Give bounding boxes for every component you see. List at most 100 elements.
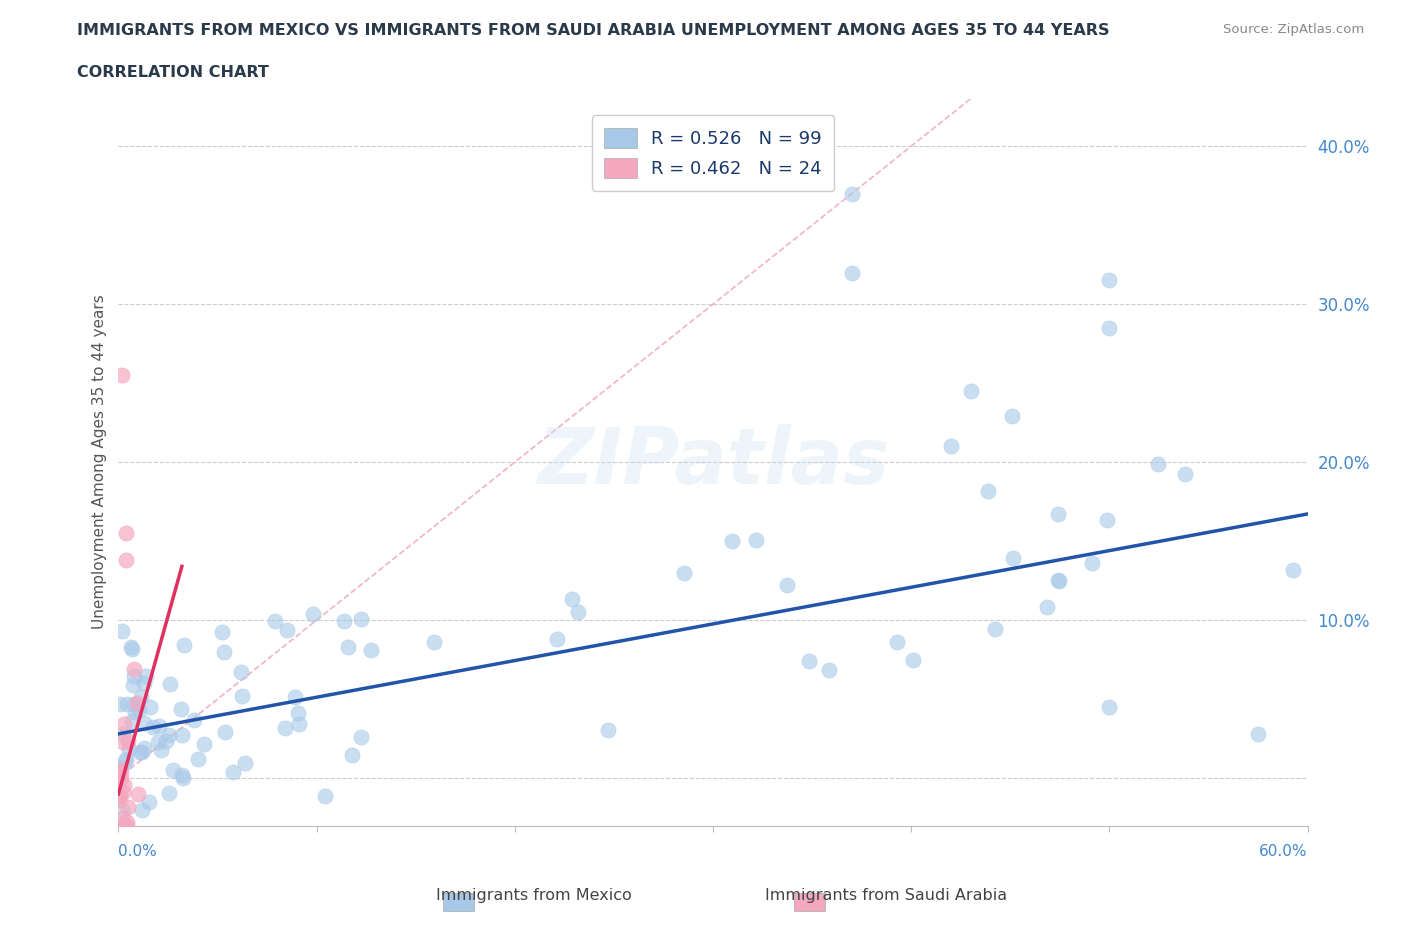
Point xyxy=(229,665,252,680)
Point xyxy=(288,716,311,731)
Text: Source: ZipAtlas.com: Source: ZipAtlas.com xyxy=(1223,23,1364,36)
Point xyxy=(155,733,177,748)
Point xyxy=(1047,574,1070,589)
Point xyxy=(841,265,863,280)
Point xyxy=(115,815,138,830)
Text: Immigrants from Saudi Arabia: Immigrants from Saudi Arabia xyxy=(765,888,1007,903)
Point xyxy=(108,696,131,711)
Text: CORRELATION CHART: CORRELATION CHART xyxy=(77,65,269,80)
Point xyxy=(274,721,297,736)
Point xyxy=(122,669,145,684)
Point xyxy=(901,653,924,668)
Point xyxy=(423,634,446,649)
Point xyxy=(138,794,160,809)
Point xyxy=(287,706,309,721)
Point xyxy=(128,702,150,717)
Point xyxy=(112,717,135,732)
Point xyxy=(1081,556,1104,571)
Point xyxy=(114,818,136,833)
Point xyxy=(314,789,336,804)
Point xyxy=(111,810,134,825)
Point xyxy=(148,719,170,734)
Point xyxy=(342,748,364,763)
Point xyxy=(111,367,134,382)
Point xyxy=(131,690,153,705)
Point xyxy=(111,818,134,833)
Point xyxy=(1098,699,1121,714)
Point xyxy=(142,720,165,735)
Point xyxy=(115,525,138,540)
Point xyxy=(173,638,195,653)
Point xyxy=(350,612,373,627)
Point xyxy=(1001,408,1024,423)
Point xyxy=(1174,466,1197,481)
Point xyxy=(567,604,589,619)
Point xyxy=(1282,563,1305,578)
Point xyxy=(1001,551,1024,565)
Point xyxy=(333,613,356,628)
Point xyxy=(193,737,215,751)
Point xyxy=(212,644,235,659)
Point xyxy=(135,669,157,684)
Point xyxy=(959,383,981,398)
Text: 0.0%: 0.0% xyxy=(118,844,157,859)
Point xyxy=(841,186,863,201)
Point xyxy=(561,591,583,606)
Point xyxy=(122,661,145,676)
Point xyxy=(360,643,382,658)
Point xyxy=(121,713,143,728)
Point xyxy=(157,786,180,801)
Point xyxy=(110,789,132,804)
Point xyxy=(1098,273,1121,288)
Point xyxy=(117,696,139,711)
Point xyxy=(108,818,131,833)
Point xyxy=(127,786,149,801)
Point xyxy=(172,771,194,786)
Point xyxy=(1046,507,1069,522)
Point xyxy=(977,484,1000,498)
Point xyxy=(1036,600,1059,615)
Point xyxy=(146,735,169,750)
Point xyxy=(157,727,180,742)
Point xyxy=(132,715,155,730)
Point xyxy=(129,744,152,759)
Point xyxy=(222,764,245,779)
Point xyxy=(112,777,135,792)
Point xyxy=(183,713,205,728)
Point xyxy=(1095,512,1118,527)
Point xyxy=(159,676,181,691)
Point xyxy=(1247,726,1270,741)
Point xyxy=(1147,456,1170,471)
Point xyxy=(1098,320,1121,335)
Point xyxy=(112,726,135,741)
Point xyxy=(134,675,156,690)
Text: IMMIGRANTS FROM MEXICO VS IMMIGRANTS FROM SAUDI ARABIA UNEMPLOYMENT AMONG AGES 3: IMMIGRANTS FROM MEXICO VS IMMIGRANTS FRO… xyxy=(77,23,1109,38)
Point xyxy=(131,803,153,817)
Point xyxy=(745,532,768,547)
Point xyxy=(1047,572,1070,587)
Point xyxy=(121,677,143,692)
Point xyxy=(672,565,695,580)
Point xyxy=(214,724,236,739)
Point xyxy=(211,624,233,639)
Point xyxy=(162,763,184,777)
Point xyxy=(111,785,134,800)
Point xyxy=(111,803,134,817)
Point xyxy=(799,654,821,669)
Point xyxy=(108,793,131,808)
Point xyxy=(170,767,193,782)
Point xyxy=(117,733,139,748)
Text: ZIPatlas: ZIPatlas xyxy=(537,424,889,500)
Point xyxy=(302,606,325,621)
Text: Immigrants from Mexico: Immigrants from Mexico xyxy=(436,888,633,903)
Point xyxy=(263,614,285,629)
Point xyxy=(149,742,172,757)
Point xyxy=(111,623,134,638)
Point xyxy=(886,634,908,649)
Point xyxy=(139,700,162,715)
Point xyxy=(721,533,744,548)
Point xyxy=(110,772,132,787)
Point xyxy=(110,761,132,776)
Point xyxy=(131,744,153,759)
Text: 60.0%: 60.0% xyxy=(1260,844,1308,859)
